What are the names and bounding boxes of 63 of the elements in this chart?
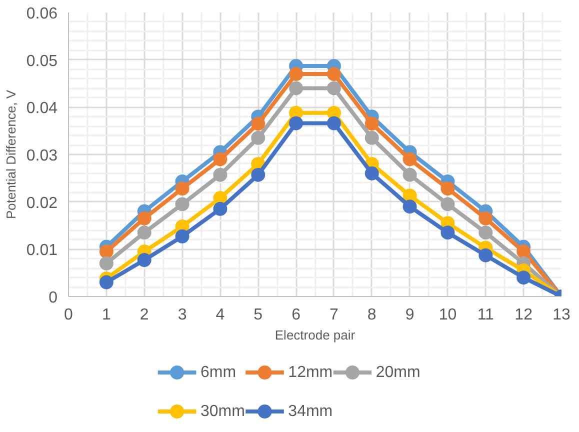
x-tick-label: 6 (292, 306, 301, 324)
point (402, 152, 417, 166)
legend-label: 34mm (288, 403, 333, 420)
x-axis-title: Electrode pair (274, 328, 356, 342)
y-tick-label: 0.02 (26, 194, 58, 212)
x-tick-label: 2 (140, 306, 149, 324)
point (99, 275, 114, 290)
point (440, 226, 455, 240)
point (440, 182, 455, 196)
x-tick-label: 12 (514, 306, 533, 324)
point (99, 256, 114, 270)
point (175, 182, 190, 196)
x-tick-label: 7 (330, 306, 339, 324)
point (137, 226, 152, 240)
point (175, 229, 190, 244)
point (99, 244, 114, 259)
point (251, 130, 266, 145)
x-tick-label: 1 (102, 306, 111, 324)
point (516, 244, 531, 259)
legend-label: 30mm (200, 403, 245, 420)
legend-label: 6mm (200, 364, 236, 381)
x-tick-label: 5 (254, 306, 263, 324)
x-tick-label: 13 (552, 306, 570, 324)
point (326, 116, 341, 130)
legend-label: 20mm (376, 364, 420, 381)
point (478, 248, 493, 262)
x-tick-label: 4 (216, 306, 225, 324)
point (289, 81, 304, 96)
y-tick-label: 0 (48, 290, 58, 306)
point (251, 116, 266, 131)
point (440, 197, 455, 212)
point (137, 253, 152, 268)
point (402, 200, 417, 214)
y-tick-label: 0.03 (26, 148, 58, 164)
point (478, 211, 493, 226)
point (137, 211, 152, 226)
x-tick-label: 11 (477, 306, 494, 324)
x-tick-label: 8 (367, 306, 376, 324)
y-tick-label: 0.01 (26, 242, 58, 260)
y-tick-label: 0.05 (26, 52, 58, 70)
point (364, 166, 379, 180)
y-tick-label: 0.04 (26, 100, 58, 118)
x-tick-label: 0 (64, 306, 74, 324)
point (326, 81, 341, 96)
point (326, 67, 341, 82)
legend-label: 12mm (288, 364, 333, 381)
x-tick-label: 9 (405, 306, 414, 324)
point (251, 168, 266, 182)
point (364, 130, 379, 145)
point (516, 270, 531, 285)
point (364, 116, 379, 131)
x-tick-label: 10 (438, 306, 457, 324)
point (213, 202, 228, 216)
y-tick-label: 0.06 (26, 6, 58, 22)
point (289, 116, 304, 130)
x-tick-label: 3 (178, 306, 187, 324)
point (402, 168, 417, 182)
point (213, 168, 228, 182)
point (175, 197, 190, 212)
point (289, 67, 304, 82)
y-axis-title: Potential Difference, V (3, 90, 18, 220)
point (478, 226, 493, 240)
point (213, 152, 228, 166)
